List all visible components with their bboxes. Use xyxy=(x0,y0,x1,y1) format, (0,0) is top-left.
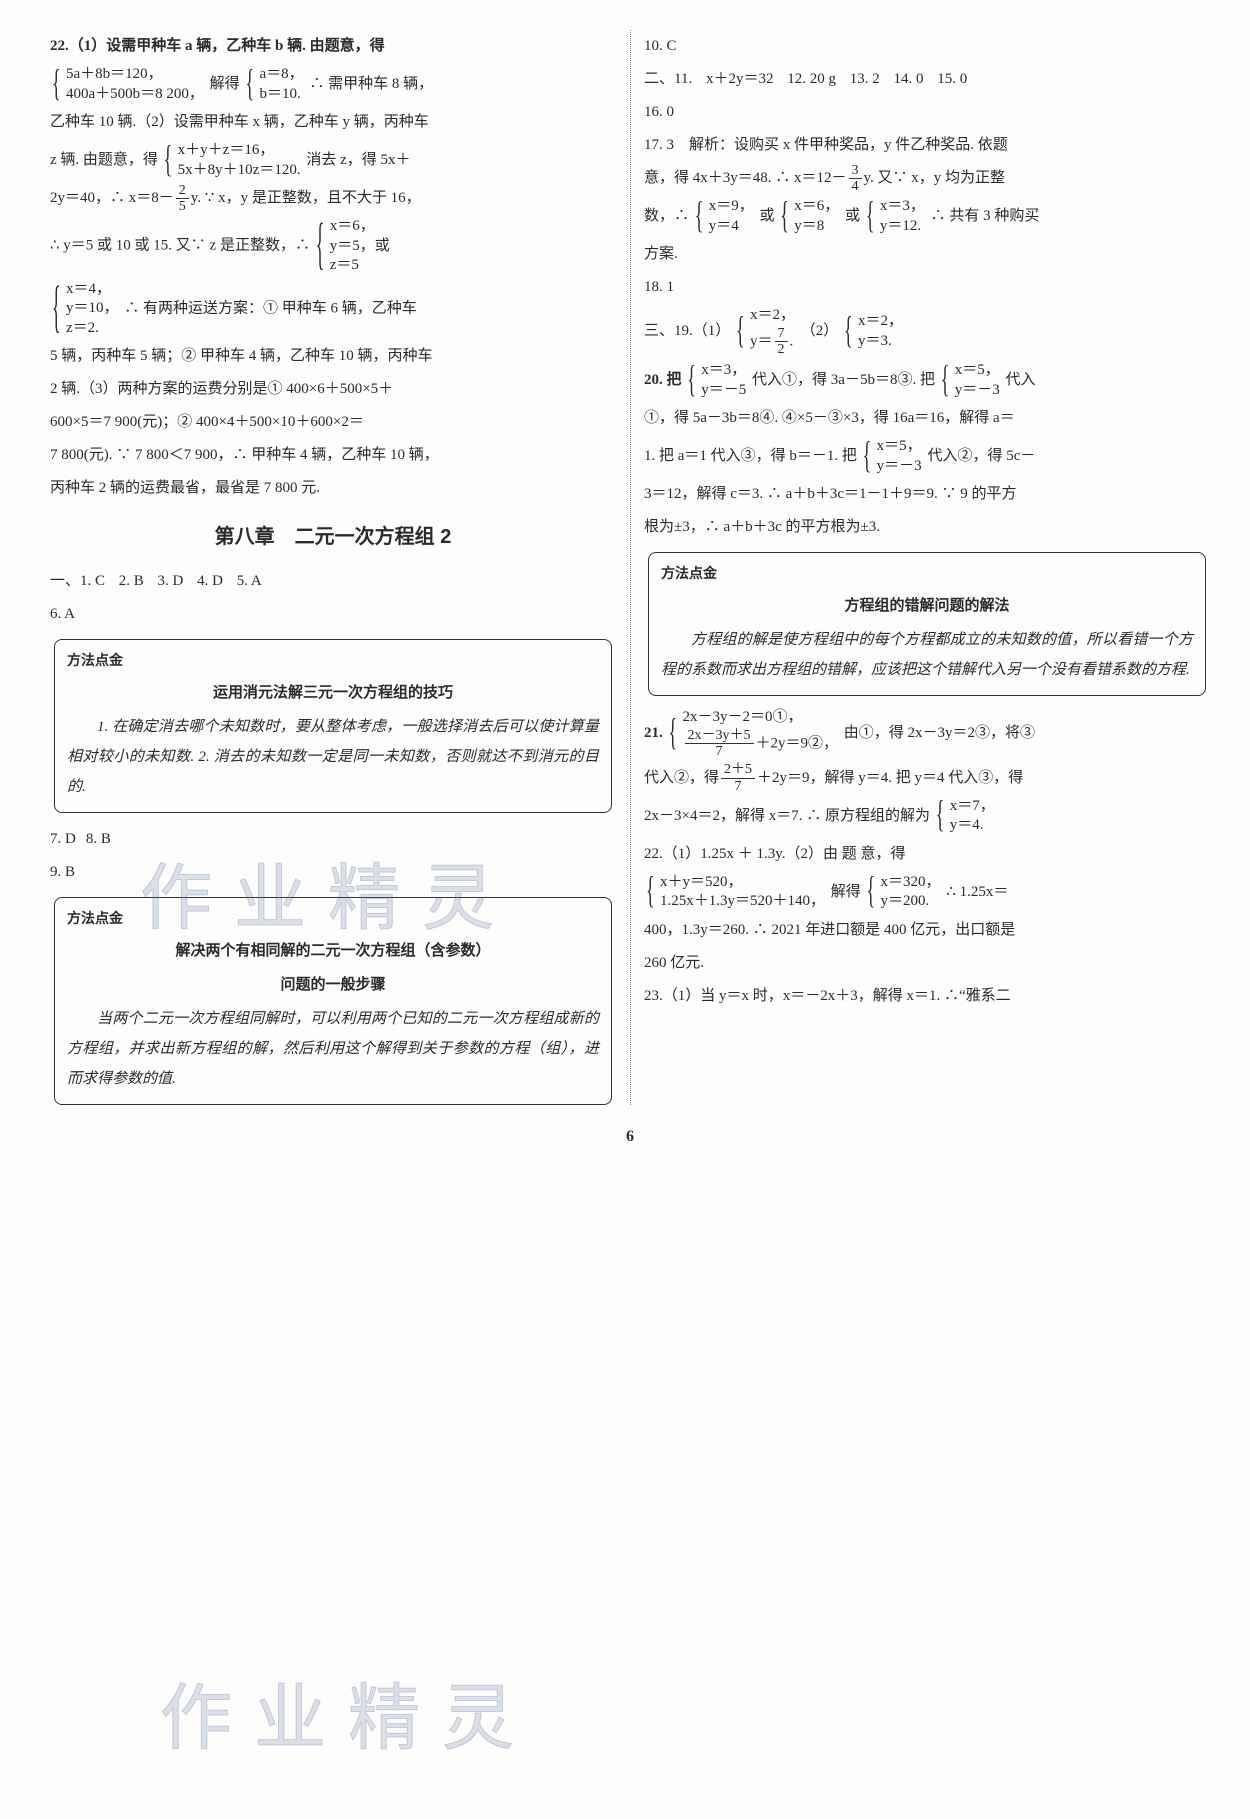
chapter-title: 第八章 二元一次方程组 2 xyxy=(50,515,616,559)
fill-16: 16. 0 xyxy=(644,96,1210,129)
method-box-2-title1: 解决两个有相同解的二元一次方程组（含参数） xyxy=(67,936,599,966)
method-box-2-title2: 问题的一般步骤 xyxy=(67,970,599,1000)
method-box-3-title: 方程组的错解问题的解法 xyxy=(661,591,1193,621)
q17-l4: 方案. xyxy=(644,238,1210,271)
q22-line4: 2y＝40，∴ x＝8－25y. ∵ x，y 是正整数，且不大于 16， xyxy=(50,182,616,215)
q17-l1: 17. 3 解析：设购买 x 件甲种奖品，y 件乙种奖品. 依题 xyxy=(644,129,1210,162)
mcq-78: 7. D8. B xyxy=(50,823,616,856)
q22-line8: 2 辆.（3）两种方案的运费分别是① 400×6＋500×5＋ xyxy=(50,373,616,406)
q23: 23.（1）当 y＝x 时，x＝－2x＋3，解得 x＝1. ∴“雅系二 xyxy=(644,980,1210,1013)
q22-eq-row1: 5a＋8b＝120， 400a＋500b＝8 200， 解得 a＝8， b＝10… xyxy=(50,63,616,106)
q21-l1: 21. 2x－3y－2＝0①， 2x－3y＋57＋2y＝9②， 由①，得 2x－… xyxy=(644,706,1210,761)
q20-l5: 根为±3，∴ a＋b＋3c 的平方根为±3. xyxy=(644,511,1210,544)
q21-l2: 代入②，得2＋57＋2y＝9，解得 y＝4. 把 y＝4 代入③，得 xyxy=(644,762,1210,795)
q22b-l3: 400，1.3y＝260. ∴ 2021 年进口额是 400 亿元，出口额是 xyxy=(644,914,1210,947)
page-number: 6 xyxy=(50,1119,1210,1154)
q22b-l1: 22.（1）1.25x ＋ 1.3y.（2）由 题 意，得 xyxy=(644,838,1210,871)
q22-line2: 乙种车 10 辆.（2）设需甲种车 x 辆，乙种车 y 辆，丙种车 xyxy=(50,106,616,139)
method-box-3: 方法点金 方程组的错解问题的解法 方程组的解是使方程组中的每个方程都成立的未知数… xyxy=(648,552,1206,696)
method-box-1-body: 1. 在确定消去哪个未知数时，要从整体考虑，一般选择消去后可以使计算量相对较小的… xyxy=(67,712,599,802)
q22-line11: 丙种车 2 辆的运费最省，最省是 7 800 元. xyxy=(50,472,616,505)
q22b-l2: x＋y＝520，1.25x＋1.3y＝520＋140， 解得 x＝320，y＝2… xyxy=(644,871,1210,914)
q18: 18. 1 xyxy=(644,271,1210,304)
q20-l4: 3＝12，解得 c＝3. ∴ a＋b＋3c＝1－1＋9＝9. ∵ 9 的平方 xyxy=(644,478,1210,511)
q20-l3: 1. 把 a＝1 代入③，得 b＝－1. 把 x＝5，y＝－3 代入②，得 5c… xyxy=(644,435,1210,478)
q17-l3: 数，∴ x＝9，y＝4 或 x＝6，y＝8 或 x＝3，y＝12. ∴ 共有 3… xyxy=(644,195,1210,238)
fill-row-1: 二、11. x＋2y＝32 12. 20 g 13. 2 14. 0 15. 0 xyxy=(644,63,1210,96)
q22-line6: x＝4， y＝10， z＝2. ∴ 有两种运送方案：① 甲种车 6 辆，乙种车 xyxy=(50,278,616,341)
q22-line7: 5 辆，丙种车 5 辆；② 甲种车 4 辆，乙种车 10 辆，丙种车 xyxy=(50,340,616,373)
q10: 10. C xyxy=(644,30,1210,63)
q22-line10: 7 800(元). ∵ 7 800＜7 900，∴ 甲种车 4 辆，乙种车 10… xyxy=(50,439,616,472)
mcq-row-1: 一、1. C 2. B 3. D 4. D 5. A xyxy=(50,565,616,598)
q17-l2: 意，得 4x＋3y＝48. ∴ x＝12－34y. 又∵ x，y 均为正整 xyxy=(644,162,1210,195)
watermark-2: 作业精灵 xyxy=(160,1640,536,1798)
method-box-3-tag: 方法点金 xyxy=(661,559,1193,587)
mcq-6: 6. A xyxy=(50,598,616,631)
q21-l3: 2x－3×4＝2，解得 x＝7. ∴ 原方程组的解为 x＝7，y＝4. xyxy=(644,795,1210,838)
q19: 三、19.（1） x＝2， y＝72. （2） x＝2，y＝3. xyxy=(644,304,1210,359)
mcq-9: 9. B xyxy=(50,856,616,889)
method-box-1-title: 运用消元法解三元一次方程组的技巧 xyxy=(67,678,599,708)
q22b-l4: 260 亿元. xyxy=(644,947,1210,980)
method-box-2: 方法点金 解决两个有相同解的二元一次方程组（含参数） 问题的一般步骤 当两个二元… xyxy=(54,897,612,1105)
q20-l1: 20. 把 x＝3，y＝－5 代入①，得 3a－5b＝8③. 把 x＝5，y＝－… xyxy=(644,359,1210,402)
q20-l2: ①，得 5a－3b＝8④. ④×5－③×3，得 16a＝16，解得 a＝ xyxy=(644,402,1210,435)
q22-line9: 600×5＝7 900(元)；② 400×4＋500×10＋600×2＝ xyxy=(50,406,616,439)
method-box-2-body: 当两个二元一次方程组同解时，可以利用两个已知的二元一次方程组成新的方程组，并求出… xyxy=(67,1004,599,1094)
method-box-3-body: 方程组的解是使方程组中的每个方程都成立的未知数的值，所以看错一个方程的系数而求出… xyxy=(661,625,1193,685)
method-box-1: 方法点金 运用消元法解三元一次方程组的技巧 1. 在确定消去哪个未知数时，要从整… xyxy=(54,639,612,813)
method-box-1-tag: 方法点金 xyxy=(67,646,599,674)
q22-label: 22.（1）设需甲种车 a 辆，乙种车 b 辆. 由题意，得 xyxy=(50,38,385,54)
q22-line3: z 辆. 由题意，得 x＋y＋z＝16， 5x＋8y＋10z＝120. 消去 z… xyxy=(50,139,616,182)
q22-line5: ∴ y＝5 或 10 或 15. 又∵ z 是正整数，∴ x＝6， y＝5，或 … xyxy=(50,215,616,278)
method-box-2-tag: 方法点金 xyxy=(67,904,599,932)
